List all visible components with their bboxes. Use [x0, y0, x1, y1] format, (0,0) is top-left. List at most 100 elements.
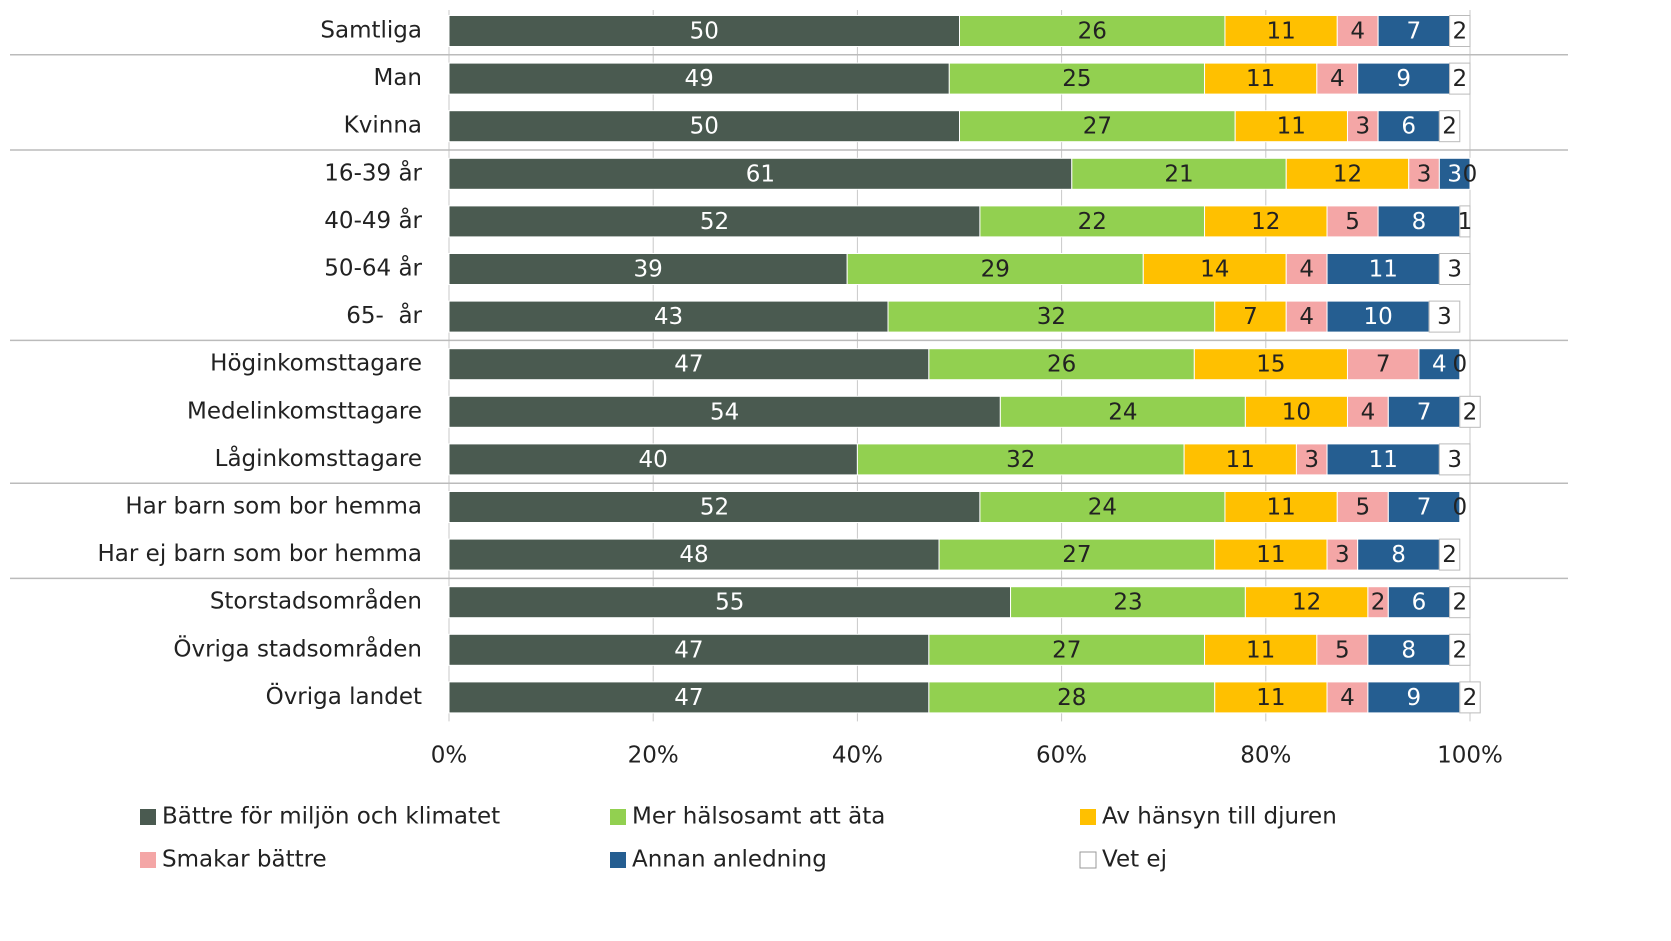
- data-label: 47: [674, 352, 703, 378]
- data-label: 4: [1330, 66, 1345, 92]
- data-label: 2: [1452, 590, 1467, 616]
- bar-segment: [1204, 205, 1328, 238]
- data-label: 11: [1277, 114, 1306, 140]
- data-label: 54: [710, 399, 739, 425]
- bar-segment: [448, 586, 1012, 619]
- legend-label: Av hänsyn till djuren: [1102, 804, 1337, 830]
- data-label: 7: [1243, 304, 1258, 330]
- data-label: 26: [1047, 352, 1076, 378]
- data-label: 47: [674, 685, 703, 711]
- bar-segment: [1183, 443, 1297, 476]
- data-label: 47: [674, 637, 703, 663]
- y-tick-label: Övriga stadsområden: [173, 634, 422, 662]
- data-label: 0: [1452, 352, 1467, 378]
- bar-segment: [1449, 62, 1471, 95]
- bar-segment: [1204, 62, 1318, 95]
- data-label: 11: [1369, 257, 1398, 283]
- data-label: 3: [1355, 114, 1370, 140]
- bar-segment: [448, 348, 930, 381]
- data-label: 2: [1463, 685, 1478, 711]
- legend-swatch: [1080, 809, 1096, 825]
- data-label: 11: [1246, 637, 1275, 663]
- data-label: 32: [1006, 447, 1035, 473]
- data-label: 32: [1037, 304, 1066, 330]
- legend-label: Bättre för miljön och klimatet: [162, 804, 500, 830]
- data-label: 11: [1226, 447, 1255, 473]
- y-tick-label: Man: [373, 65, 422, 91]
- data-label: 5: [1335, 637, 1350, 663]
- bar-segment: [979, 491, 1226, 523]
- bar-segment: [448, 538, 940, 571]
- bar-segment: [1244, 586, 1369, 619]
- data-label: 11: [1246, 66, 1275, 92]
- bar-segment: [1438, 443, 1471, 476]
- x-tick-label: 40%: [832, 743, 883, 769]
- bar-segment: [1336, 491, 1389, 523]
- bar-segment: [1428, 300, 1461, 333]
- data-label: 4: [1350, 19, 1365, 45]
- bar-segment: [448, 62, 950, 95]
- bar-segment: [938, 538, 1216, 571]
- x-tick-label: 100%: [1437, 743, 1503, 769]
- data-label: 27: [1083, 114, 1112, 140]
- y-tick-label: 40-49 år: [324, 206, 422, 234]
- data-label: 2: [1442, 542, 1457, 568]
- bar-segment: [1459, 395, 1481, 428]
- x-tick-label: 0%: [431, 743, 468, 769]
- bar-segment: [1357, 62, 1451, 95]
- data-label: 10: [1282, 399, 1311, 425]
- y-tick-label: 16-39 år: [324, 158, 422, 186]
- bar-segment: [1377, 205, 1461, 238]
- bar-segment: [448, 253, 848, 285]
- data-label: 49: [685, 66, 714, 92]
- bar-segment: [448, 15, 960, 47]
- bar-segment: [1438, 253, 1471, 285]
- bar-segment: [1418, 348, 1461, 381]
- data-label: 3: [1417, 161, 1432, 187]
- data-label: 4: [1361, 399, 1376, 425]
- y-tick-label: Kvinna: [344, 113, 422, 139]
- legend-label: Smakar bättre: [162, 847, 327, 873]
- data-label: 22: [1078, 209, 1107, 235]
- data-label: 25: [1062, 66, 1091, 92]
- bar-segment: [1438, 110, 1461, 143]
- data-label: 50: [690, 114, 719, 140]
- data-label: 50: [690, 19, 719, 45]
- bar-segment: [1408, 157, 1440, 190]
- bar-segment: [959, 15, 1226, 47]
- bar-segment: [448, 300, 889, 333]
- y-tick-label: Höginkomsttagare: [210, 351, 422, 377]
- bar-segment: [1214, 538, 1328, 571]
- data-label: 27: [1062, 542, 1091, 568]
- legend-swatch: [610, 809, 626, 825]
- data-label: 2: [1452, 637, 1467, 663]
- bar-segment: [1214, 300, 1287, 333]
- bar-segment: [448, 491, 981, 523]
- data-label: 12: [1251, 209, 1280, 235]
- x-tick-label: 20%: [628, 743, 679, 769]
- bar-segment: [1449, 586, 1471, 619]
- data-label: 43: [654, 304, 683, 330]
- bar-segment: [1285, 157, 1410, 190]
- data-label: 48: [679, 542, 708, 568]
- y-tick-label: 50-64 år: [324, 254, 422, 282]
- bar-segment: [448, 110, 960, 143]
- bar-segment: [1295, 443, 1328, 476]
- data-label: 3: [1335, 542, 1350, 568]
- data-label: 2: [1452, 19, 1467, 45]
- bar-segment: [999, 395, 1246, 428]
- data-label: 4: [1299, 304, 1314, 330]
- data-label: 14: [1200, 257, 1229, 283]
- data-label: 11: [1256, 542, 1285, 568]
- data-label: 3: [1304, 447, 1319, 473]
- bar-segment: [1438, 538, 1461, 571]
- data-label: 7: [1407, 19, 1422, 45]
- data-label: 3: [1447, 447, 1462, 473]
- y-tick-label: Samtliga: [320, 18, 422, 44]
- data-label: 7: [1417, 495, 1432, 521]
- data-label: 39: [633, 257, 662, 283]
- data-label: 26: [1078, 19, 1107, 45]
- data-label: 52: [700, 209, 729, 235]
- data-label: 7: [1376, 352, 1391, 378]
- x-tick-label: 80%: [1240, 743, 1291, 769]
